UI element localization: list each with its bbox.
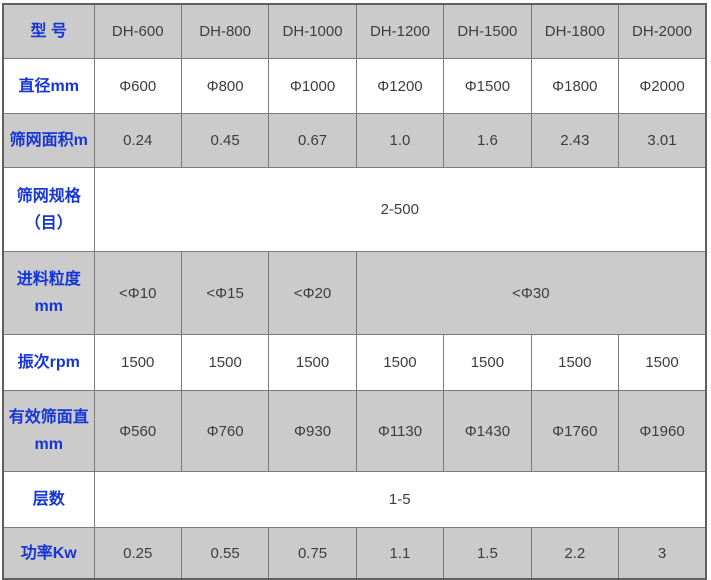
diameter-cell: Φ800 xyxy=(180,58,270,114)
row-label-feed-size: 进料粒度 mm xyxy=(2,251,95,335)
row-label-power: 功率Kw xyxy=(2,527,95,580)
model-cell: DH-800 xyxy=(180,3,270,59)
effective-screen-cell: Φ930 xyxy=(268,390,357,472)
power-cell: 0.55 xyxy=(180,527,270,580)
model-cell: DH-1500 xyxy=(443,3,532,59)
screen-area-cell: 0.45 xyxy=(180,113,270,168)
diameter-cell: Φ2000 xyxy=(618,58,707,114)
row-label-effective-screen-diameter: 有效筛面直 mm xyxy=(2,390,95,472)
diameter-cell: Φ1500 xyxy=(443,58,532,114)
model-cell: DH-2000 xyxy=(618,3,707,59)
feed-size-cell: <Φ20 xyxy=(268,251,357,335)
screen-area-cell: 2.43 xyxy=(530,113,620,168)
diameter-cell: Φ1200 xyxy=(355,58,445,114)
feed-size-label-line1: 进料粒度 xyxy=(16,271,81,288)
vibration-cell: 1500 xyxy=(355,334,445,391)
power-cell: 1.1 xyxy=(355,527,445,580)
row-label-mesh-spec: 筛网规格 （目） xyxy=(2,167,95,252)
vibration-cell: 1500 xyxy=(180,334,270,391)
model-cell: DH-600 xyxy=(93,3,182,59)
feed-size-label-line2: mm xyxy=(34,298,63,315)
mesh-spec-label-line1: 筛网规格 xyxy=(16,187,81,205)
row-diameter: 直径mm Φ600 Φ800 Φ1000 Φ1200 Φ1500 Φ1800 Φ… xyxy=(2,58,707,114)
layers-merged-cell: 1-5 xyxy=(93,471,707,528)
spec-table: 型 号 DH-600 DH-800 DH-1000 DH-1200 DH-150… xyxy=(2,3,707,580)
model-cell: DH-1800 xyxy=(530,3,620,59)
row-label-model: 型 号 xyxy=(2,3,95,59)
row-label-screen-area: 筛网面积m xyxy=(2,113,95,168)
effective-screen-cell: Φ1130 xyxy=(355,390,445,472)
model-cell: DH-1000 xyxy=(268,3,357,59)
power-cell: 1.5 xyxy=(443,527,532,580)
screen-area-cell: 0.24 xyxy=(93,113,182,168)
power-cell: 2.2 xyxy=(530,527,620,580)
screen-area-cell: 3.01 xyxy=(618,113,707,168)
feed-size-cell: <Φ15 xyxy=(180,251,270,335)
power-cell: 3 xyxy=(618,527,707,580)
row-label-layers: 层数 xyxy=(2,471,95,528)
diameter-cell: Φ600 xyxy=(93,58,182,114)
power-cell: 0.75 xyxy=(268,527,357,580)
row-model: 型 号 DH-600 DH-800 DH-1000 DH-1200 DH-150… xyxy=(2,3,707,59)
row-mesh-spec: 筛网规格 （目） 2-500 xyxy=(2,167,707,252)
vibration-cell: 1500 xyxy=(530,334,620,391)
screen-area-cell: 0.67 xyxy=(268,113,357,168)
feed-size-merged-cell: <Φ30 xyxy=(355,251,707,335)
effective-screen-cell: Φ1960 xyxy=(618,390,707,472)
feed-size-cell: <Φ10 xyxy=(93,251,182,335)
effective-screen-cell: Φ1430 xyxy=(443,390,532,472)
power-cell: 0.25 xyxy=(93,527,182,580)
screen-area-cell: 1.6 xyxy=(443,113,532,168)
mesh-spec-label-line2: （目） xyxy=(24,214,73,232)
effective-screen-cell: Φ560 xyxy=(93,390,182,472)
row-vibration-rpm: 振次rpm 1500 1500 1500 1500 1500 1500 1500 xyxy=(2,334,707,391)
row-screen-area: 筛网面积m 0.24 0.45 0.67 1.0 1.6 2.43 3.01 xyxy=(2,113,707,168)
row-feed-size: 进料粒度 mm <Φ10 <Φ15 <Φ20 <Φ30 xyxy=(2,251,707,335)
vibration-cell: 1500 xyxy=(268,334,357,391)
row-layers: 层数 1-5 xyxy=(2,471,707,528)
vibration-cell: 1500 xyxy=(443,334,532,391)
screen-area-cell: 1.0 xyxy=(355,113,445,168)
effective-screen-label-line1: 有效筛面直 xyxy=(8,409,89,426)
row-power: 功率Kw 0.25 0.55 0.75 1.1 1.5 2.2 3 xyxy=(2,527,707,580)
mesh-spec-merged-cell: 2-500 xyxy=(93,167,707,252)
effective-screen-label-line2: mm xyxy=(34,436,63,453)
vibration-cell: 1500 xyxy=(93,334,182,391)
diameter-cell: Φ1800 xyxy=(530,58,620,114)
effective-screen-cell: Φ760 xyxy=(180,390,270,472)
row-label-vibration-rpm: 振次rpm xyxy=(2,334,95,391)
row-label-diameter: 直径mm xyxy=(2,58,95,114)
diameter-cell: Φ1000 xyxy=(268,58,357,114)
vibration-cell: 1500 xyxy=(618,334,707,391)
model-cell: DH-1200 xyxy=(355,3,445,59)
effective-screen-cell: Φ1760 xyxy=(530,390,620,472)
row-effective-screen-diameter: 有效筛面直 mm Φ560 Φ760 Φ930 Φ1130 Φ1430 Φ176… xyxy=(2,390,707,472)
